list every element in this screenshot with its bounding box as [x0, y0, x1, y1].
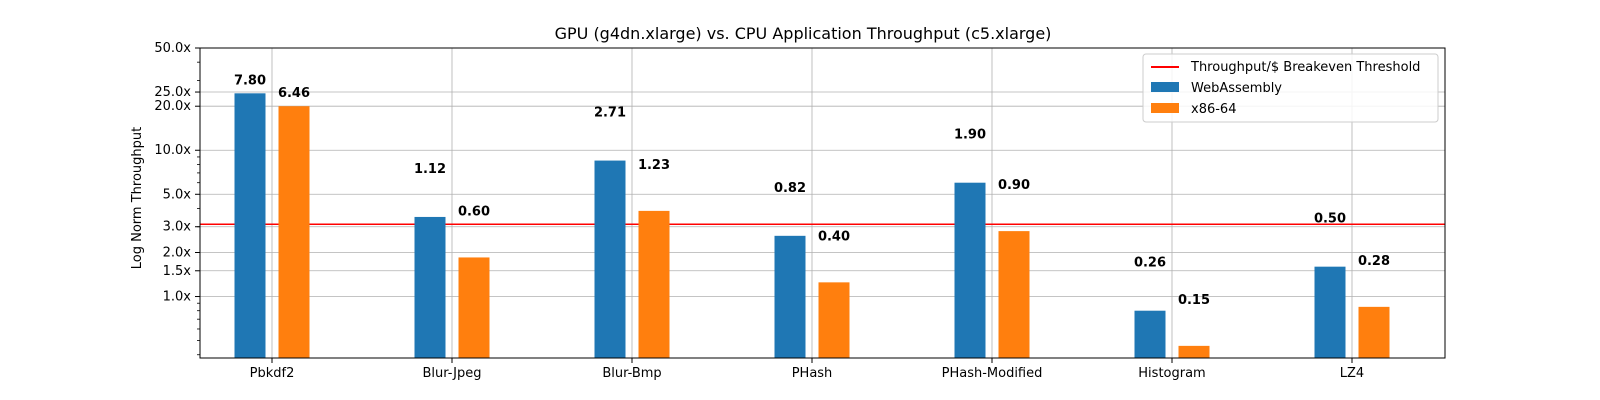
x-tick-label: Blur-Bmp [602, 366, 661, 381]
webassembly-value-label: 2.71 [594, 106, 626, 121]
webassembly-bar [954, 182, 986, 358]
legend-webassembly-swatch [1151, 82, 1179, 92]
webassembly-bar [1314, 266, 1346, 358]
x-tick-label: Histogram [1138, 366, 1205, 381]
x86-value-label: 0.90 [998, 178, 1030, 193]
y-tick-label: 25.0x [154, 85, 191, 100]
x-tick-label: PHash-Modified [942, 366, 1043, 381]
plot-frame [199, 47, 1446, 359]
x86-bar [1358, 306, 1390, 358]
x86-bar [1178, 345, 1210, 358]
webassembly-bar [234, 93, 266, 358]
grid-layer [200, 47, 1445, 358]
webassembly-value-label: 0.82 [774, 181, 806, 196]
x86-bar [818, 282, 850, 358]
y-tick-label: 10.0x [154, 143, 191, 158]
y-tick-label: 5.0x [163, 187, 192, 202]
x86-value-label: 0.15 [1178, 293, 1210, 308]
webassembly-value-label: 0.50 [1314, 212, 1346, 227]
webassembly-bar [1134, 310, 1166, 358]
webassembly-value-label: 1.90 [954, 128, 986, 143]
legend-x86-swatch [1151, 103, 1179, 113]
y-tick-label: 2.0x [163, 245, 192, 260]
x-tick-label: Pbkdf2 [250, 366, 295, 381]
x86-value-label: 0.28 [1358, 254, 1390, 269]
y-axis-label: Log Norm Throughput [130, 127, 145, 269]
y-tick-label: 20.0x [154, 99, 191, 114]
value-labels-layer: 7.80 1.12 2.71 0.82 1.90 0.26 0.50 6.46 0.60 1.23… [234, 73, 1390, 308]
y-tick-label: 1.5x [163, 264, 192, 279]
x-tick-label: LZ4 [1340, 366, 1364, 381]
webassembly-value-label: 0.26 [1134, 256, 1166, 271]
x86-value-label: 1.23 [638, 158, 670, 173]
legend-x86-label: x86-64 [1191, 102, 1236, 117]
x86-value-label: 0.40 [818, 229, 850, 244]
bars-layer [234, 93, 1390, 359]
x86-value-label: 0.60 [458, 204, 490, 219]
x86-bar [458, 257, 490, 358]
legend-webassembly-label: WebAssembly [1191, 81, 1282, 96]
webassembly-value-label: 1.12 [414, 162, 446, 177]
y-tick-label: 1.0x [163, 290, 192, 305]
webassembly-value-label: 7.80 [234, 73, 266, 88]
x86-bar [278, 106, 310, 359]
chart-title: GPU (g4dn.xlarge) vs. CPU Application Th… [555, 24, 1052, 43]
legend-box [1142, 53, 1439, 123]
x86-value-label: 6.46 [278, 86, 310, 101]
x86-bar [998, 231, 1030, 358]
y-tick-label: 3.0x [163, 220, 192, 235]
x86-bar [638, 210, 670, 358]
webassembly-bar [774, 235, 806, 358]
x-tick-label: PHash [792, 366, 833, 381]
webassembly-bar [594, 160, 626, 358]
y-tick-label: 50.0x [154, 41, 191, 56]
x-tick-label: Blur-Jpeg [422, 366, 481, 381]
legend-threshold-label: Throughput/$ Breakeven Threshold [1190, 60, 1420, 75]
webassembly-bar [414, 216, 446, 358]
legend: Throughput/$ Breakeven Threshold WebAsse… [1142, 53, 1439, 123]
